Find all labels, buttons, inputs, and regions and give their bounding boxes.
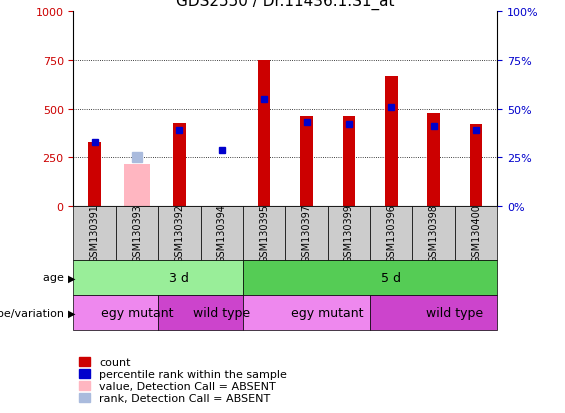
Text: GSM130392: GSM130392	[175, 204, 184, 263]
Text: GSM130400: GSM130400	[471, 204, 481, 263]
Text: GSM130394: GSM130394	[217, 204, 227, 263]
Bar	[258, 61, 271, 206]
Text: egy mutant: egy mutant	[101, 306, 173, 319]
Text: GSM130399: GSM130399	[344, 204, 354, 263]
Bar	[285, 206, 328, 260]
Text: 5 d: 5 d	[381, 271, 401, 284]
Text: ▶: ▶	[68, 308, 75, 318]
Text: GSM130393: GSM130393	[132, 204, 142, 263]
Bar	[412, 206, 455, 260]
Bar	[73, 206, 116, 260]
Text: age: age	[44, 273, 68, 283]
Text: egy mutant: egy mutant	[292, 306, 364, 319]
Text: wild type: wild type	[193, 306, 250, 319]
Text: GSM130395: GSM130395	[259, 204, 269, 263]
Bar	[73, 295, 158, 330]
Bar	[173, 124, 186, 206]
Bar	[455, 206, 497, 260]
Text: ▶: ▶	[68, 273, 75, 283]
Text: genotype/variation: genotype/variation	[0, 308, 68, 318]
Title: GDS2550 / Dr.11436.1.S1_at: GDS2550 / Dr.11436.1.S1_at	[176, 0, 394, 9]
Bar	[385, 76, 398, 206]
Text: GSM130391: GSM130391	[90, 204, 99, 263]
Bar	[328, 206, 370, 260]
Bar	[470, 125, 483, 206]
Bar	[116, 206, 158, 260]
Bar	[73, 260, 243, 295]
Text: GSM130398: GSM130398	[429, 204, 438, 263]
Bar	[124, 165, 150, 206]
Text: GSM130397: GSM130397	[302, 204, 311, 263]
Bar	[427, 113, 440, 206]
Bar	[243, 206, 285, 260]
Bar	[370, 206, 412, 260]
Text: GSM130396: GSM130396	[386, 204, 396, 263]
Bar	[300, 116, 313, 206]
Text: wild type: wild type	[426, 306, 484, 319]
Legend: count, percentile rank within the sample, value, Detection Call = ABSENT, rank, : count, percentile rank within the sample…	[79, 357, 287, 404]
Bar	[158, 295, 243, 330]
Text: 3 d: 3 d	[170, 271, 189, 284]
Bar	[342, 117, 355, 206]
Bar	[158, 206, 201, 260]
Bar	[88, 142, 101, 206]
Bar	[243, 295, 370, 330]
Bar	[370, 295, 497, 330]
Bar	[201, 206, 243, 260]
Bar	[243, 260, 497, 295]
